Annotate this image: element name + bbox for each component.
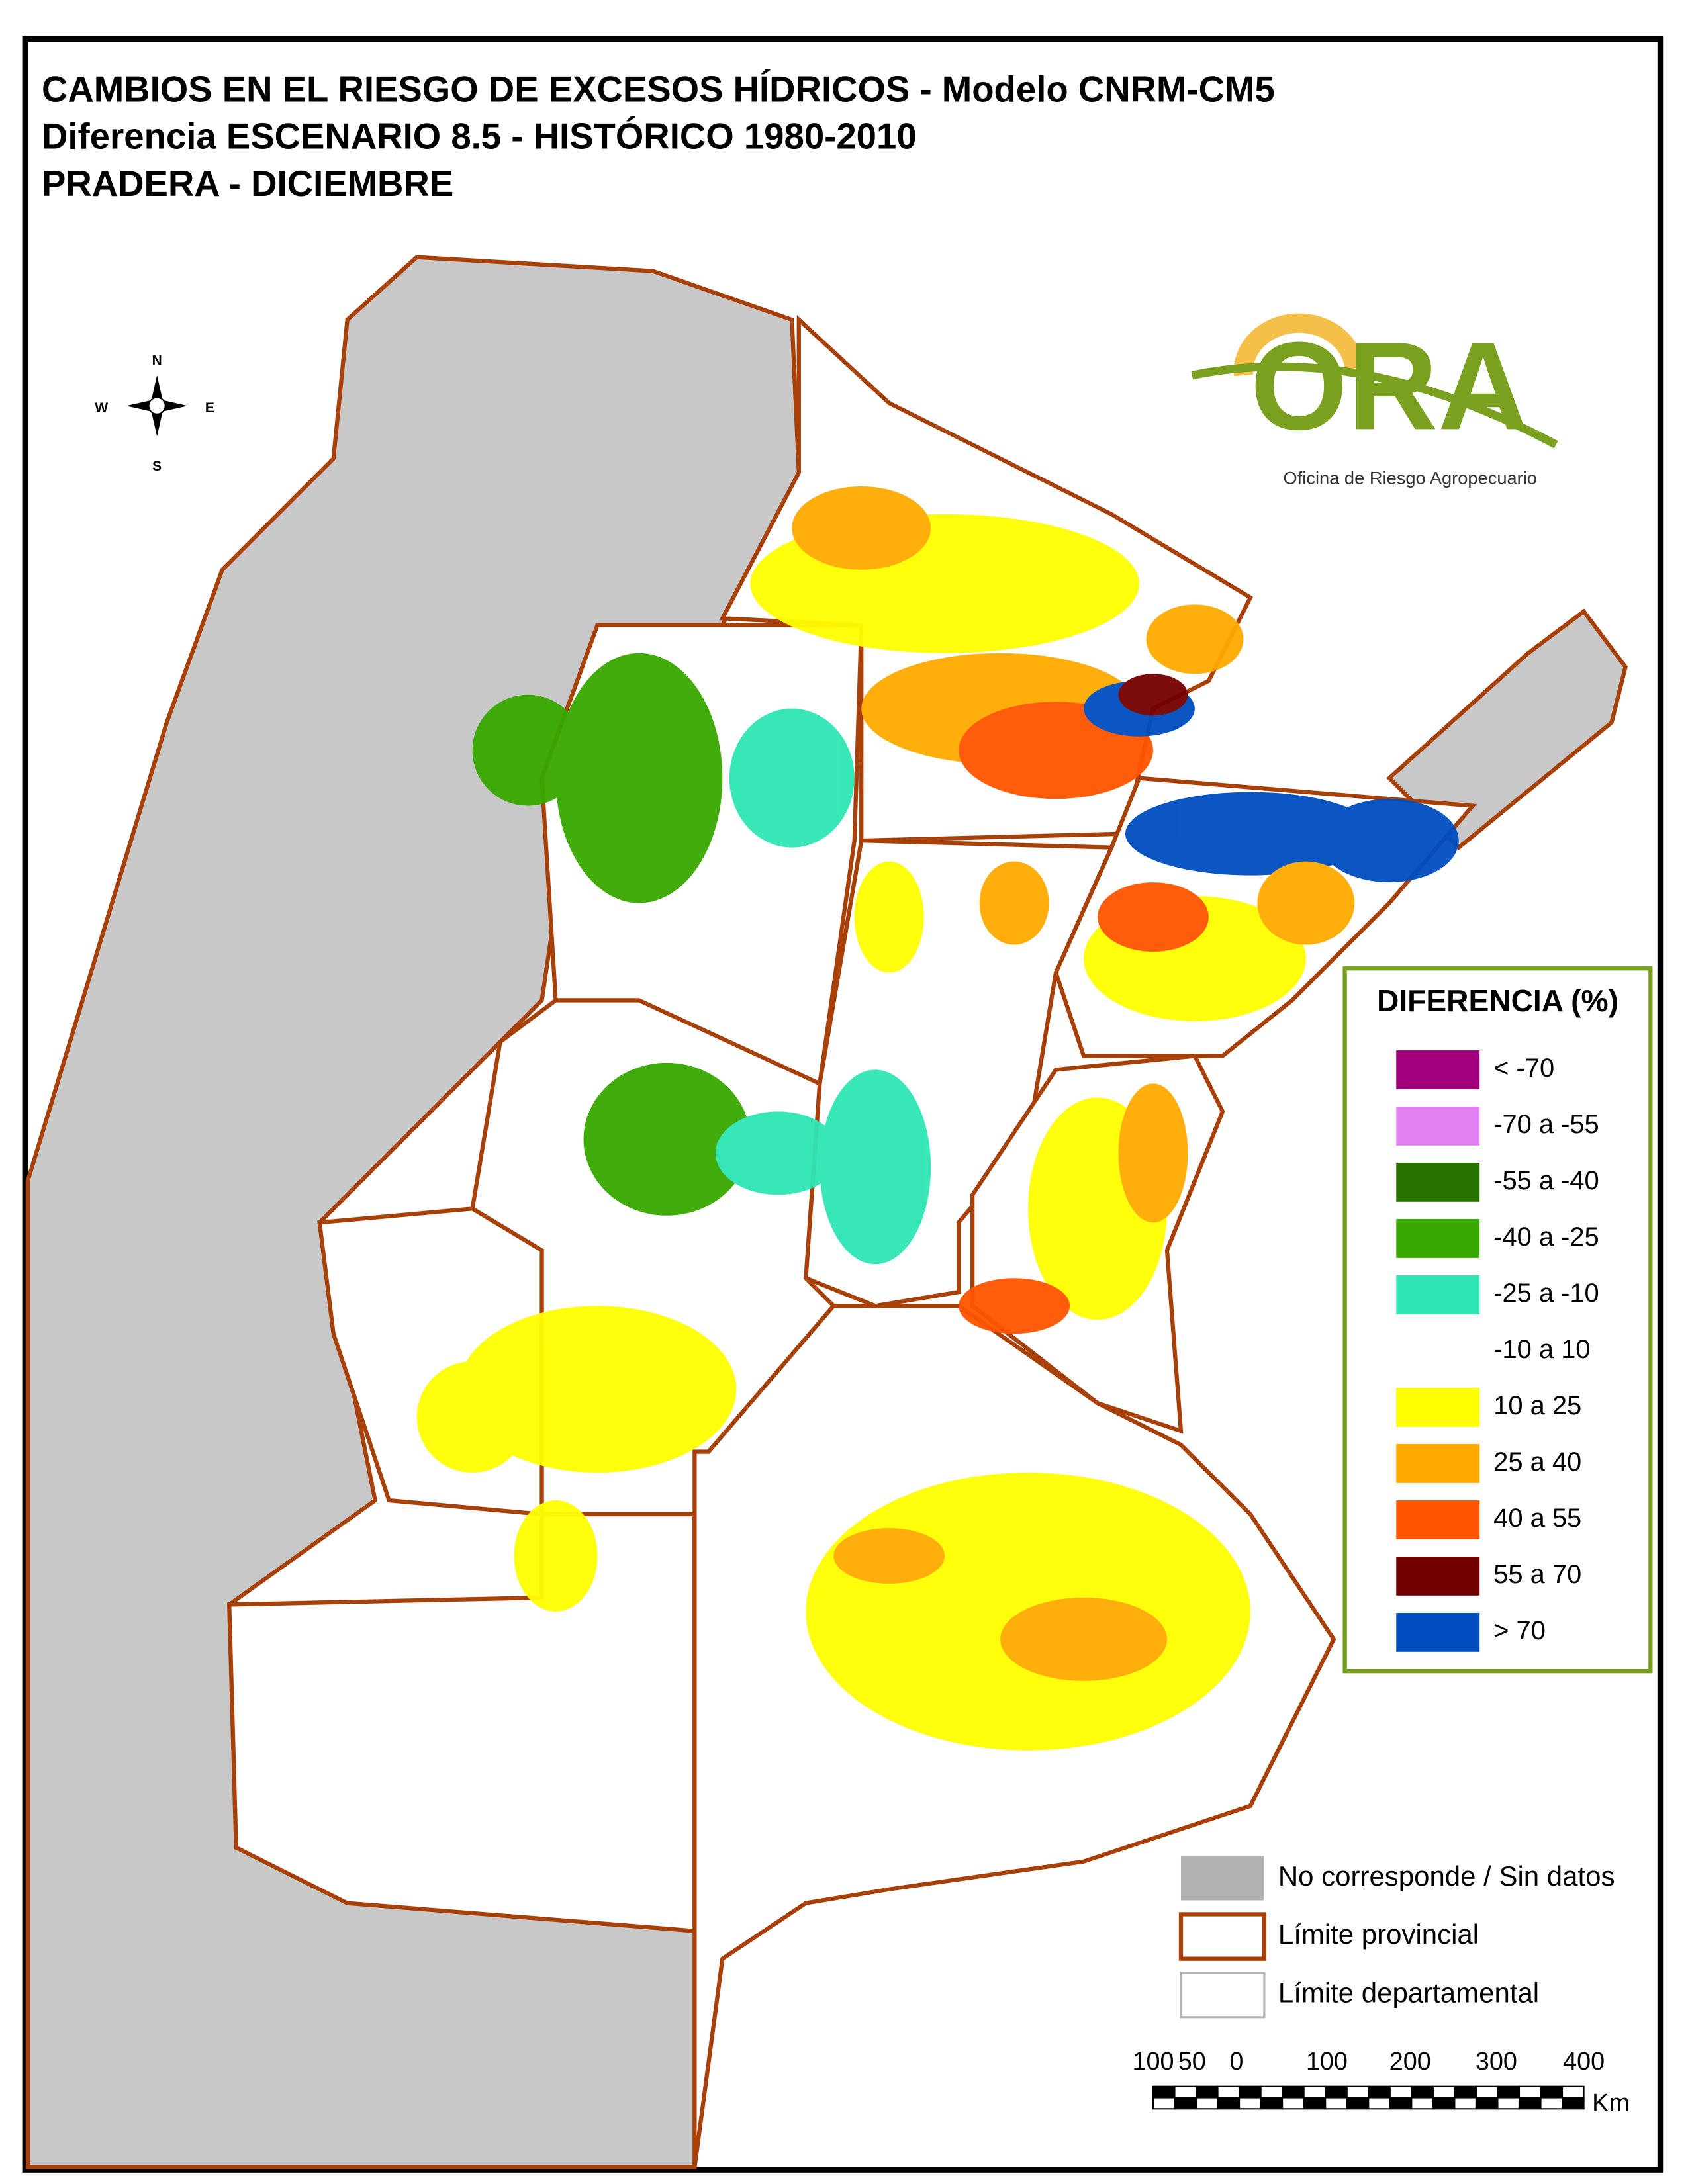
scale-segment xyxy=(1411,2085,1434,2099)
legend-swatch xyxy=(1396,1557,1480,1596)
logo-name: ORA xyxy=(1250,316,1528,456)
risk-patches xyxy=(416,486,1459,1751)
legend-label: 10 a 25 xyxy=(1493,1391,1581,1420)
title-line: PRADERA - DICIEMBRE xyxy=(42,163,453,204)
logo-subtitle: Oficina de Riesgo Agropecuario xyxy=(1284,468,1537,488)
scale-segment xyxy=(1303,2097,1327,2110)
scale-segment xyxy=(1562,2085,1585,2099)
legend-swatch xyxy=(1396,1500,1480,1539)
reference-swatch xyxy=(1180,1972,1266,2019)
title-line: Diferencia ESCENARIO 8.5 - HISTÓRICO 198… xyxy=(42,116,917,157)
scale-segment xyxy=(1562,2097,1585,2110)
reference-legend: No corresponde / Sin datos Límite provinc… xyxy=(1178,1856,1615,2019)
legend-label: -40 a -25 xyxy=(1493,1222,1599,1251)
scale-segment xyxy=(1411,2097,1434,2110)
reference-label: Límite departamental xyxy=(1278,1977,1539,2008)
legend-label: 55 a 70 xyxy=(1493,1560,1581,1589)
scale-segment xyxy=(1260,2097,1284,2110)
scale-segment xyxy=(1174,2097,1197,2110)
scale-label: 50 xyxy=(1178,2048,1206,2075)
scale-segment xyxy=(1282,2097,1305,2110)
reference-label: Límite provincial xyxy=(1278,1919,1479,1950)
legend-label: -25 a -10 xyxy=(1493,1279,1599,1308)
legend-label: -10 a 10 xyxy=(1493,1335,1590,1364)
scale-label: 300 xyxy=(1476,2048,1517,2075)
reference-swatch xyxy=(1180,1856,1264,1901)
scale-segment xyxy=(1346,2085,1370,2099)
scale-segment xyxy=(1454,2085,1477,2099)
legend-label: -70 a -55 xyxy=(1493,1110,1599,1139)
scale-label: 0 xyxy=(1229,2048,1243,2075)
legend-swatch xyxy=(1396,1444,1480,1483)
map-area xyxy=(25,255,1628,2169)
legend-swatch xyxy=(1396,1050,1480,1089)
scale-segment xyxy=(1195,2097,1219,2110)
scale-segment xyxy=(1217,2097,1241,2110)
scale-label: 100 xyxy=(1132,2048,1174,2075)
compass-n: N xyxy=(152,353,162,369)
legend-swatch xyxy=(1396,1613,1480,1652)
scale-segment xyxy=(1518,2085,1542,2099)
scale-segment xyxy=(1368,2085,1391,2099)
legend-label: 25 a 40 xyxy=(1493,1447,1581,1477)
legend-box xyxy=(1342,966,1653,1674)
logo: ORA Oficina de Riesgo Agropecuario xyxy=(1191,313,1558,488)
legend-label: 40 a 55 xyxy=(1493,1504,1581,1533)
legend: < -70 -70 a -55 -55 a -40 -40 a -25 -25 a -1… xyxy=(1396,1050,1599,1652)
compass-e: E xyxy=(205,400,214,416)
legend-swatch xyxy=(1396,1388,1480,1427)
scale-segment xyxy=(1368,2097,1391,2110)
scale-segment xyxy=(1432,2085,1456,2099)
scale-segment xyxy=(1303,2085,1327,2099)
legend-label: > 70 xyxy=(1493,1616,1546,1645)
scale-segment xyxy=(1475,2085,1499,2099)
scale-segment xyxy=(1260,2085,1284,2099)
legend-swatch xyxy=(1396,1332,1480,1371)
legend-swatch xyxy=(1396,1163,1480,1202)
no-data-region xyxy=(25,255,801,2169)
scale-segment xyxy=(1540,2085,1564,2099)
scale-segment xyxy=(1239,2085,1262,2099)
title-block: CAMBIOS EN EL RIESGO DE EXCESOS HÍDRICOS… xyxy=(42,69,1275,204)
scale-segment xyxy=(1346,2097,1370,2110)
scale-segment xyxy=(1475,2097,1499,2110)
scale-segment xyxy=(1239,2097,1262,2110)
legend-label: < -70 xyxy=(1493,1054,1554,1083)
legend-label: -55 a -40 xyxy=(1493,1166,1599,1195)
scale-segment xyxy=(1325,2097,1348,2110)
legend-swatch xyxy=(1396,1275,1480,1314)
compass-s: S xyxy=(152,459,162,474)
scale-label: 200 xyxy=(1389,2048,1431,2075)
scale-segment xyxy=(1195,2085,1219,2099)
scale-segment xyxy=(1497,2085,1521,2099)
scale-segment xyxy=(1389,2097,1413,2110)
scale-segment xyxy=(1432,2097,1456,2110)
compass: N S E W xyxy=(95,353,214,475)
scale-segment xyxy=(1217,2085,1241,2099)
legend-swatch xyxy=(1396,1219,1480,1258)
reference-swatch xyxy=(1178,1912,1267,1961)
scale-label: 100 xyxy=(1306,2048,1348,2075)
reference-label: No corresponde / Sin datos xyxy=(1278,1860,1615,1891)
scale-segment xyxy=(1540,2097,1564,2110)
scale-segment xyxy=(1152,2097,1176,2110)
legend-title: DIFERENCIA (%) xyxy=(1377,983,1618,1018)
scale-segment xyxy=(1518,2097,1542,2110)
scale-segment xyxy=(1497,2097,1521,2110)
compass-w: W xyxy=(95,400,108,416)
scale-segment xyxy=(1174,2085,1197,2099)
scale-unit: Km xyxy=(1592,2089,1630,2117)
scale-label: 400 xyxy=(1563,2048,1605,2075)
scale-segment xyxy=(1454,2097,1477,2110)
title-line: CAMBIOS EN EL RIESGO DE EXCESOS HÍDRICOS… xyxy=(42,69,1275,109)
scale-segment xyxy=(1282,2085,1305,2099)
legend-swatch xyxy=(1396,1107,1480,1146)
scale-segment xyxy=(1152,2085,1176,2099)
scale-segment xyxy=(1389,2085,1413,2099)
misiones xyxy=(1386,608,1628,850)
scale-segment xyxy=(1325,2085,1348,2099)
